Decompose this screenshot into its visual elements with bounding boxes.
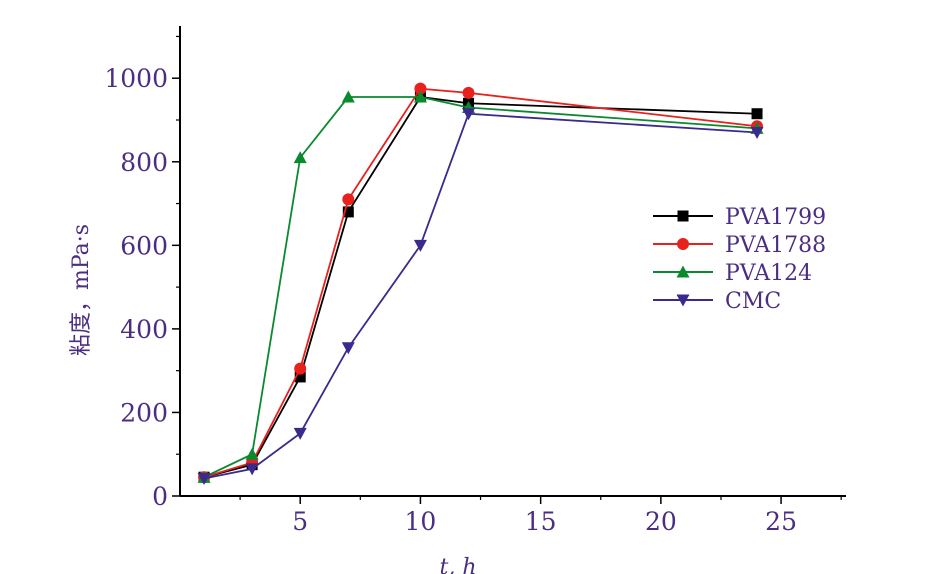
data-point [294, 362, 307, 375]
data-point [414, 82, 427, 95]
data-point [245, 447, 259, 460]
x-tick-label: 5 [292, 507, 308, 536]
data-point [750, 127, 764, 140]
series-line [203, 96, 758, 479]
x-tick-label: 10 [405, 507, 437, 536]
series-line [203, 87, 758, 479]
data-point [341, 342, 355, 355]
data-point [197, 472, 211, 485]
legend-marker [676, 294, 690, 307]
y-tick-label: 1000 [104, 64, 168, 93]
data-point [245, 463, 259, 476]
series-cmc [197, 108, 764, 485]
x-tick-label: 15 [525, 507, 557, 536]
y-tick-label: 0 [152, 482, 168, 511]
y-tick-label: 200 [120, 398, 168, 427]
series-line [203, 96, 758, 479]
y-tick-label: 800 [120, 148, 168, 177]
ticks: 0 200 400 600 800 1000 5 10 15 20 25 [104, 35, 842, 536]
legend-label: PVA1788 [725, 233, 826, 258]
legend-label: PVA1799 [725, 205, 826, 230]
axes [179, 26, 846, 497]
data-point [341, 90, 355, 103]
legend-marker [676, 265, 690, 278]
data-point [293, 151, 307, 164]
y-axis-title: 粘度，mPa·s [69, 224, 94, 356]
data-point [462, 108, 476, 121]
data-point [293, 427, 307, 440]
data-point [751, 108, 763, 120]
legend-item: PVA1788 [653, 233, 826, 258]
legend: PVA1799 PVA1788 PVA124 CMC [653, 205, 826, 314]
series-pva124 [197, 90, 764, 483]
legend-item: CMC [653, 289, 781, 314]
series-line [203, 112, 758, 480]
x-tick-label: 25 [765, 507, 797, 536]
legend-item: PVA1799 [653, 205, 826, 230]
x-axis-title: t, h [440, 555, 477, 574]
legend-marker [677, 210, 689, 222]
series-pva1788 [198, 82, 764, 484]
legend-label: CMC [725, 289, 781, 314]
legend-item: PVA124 [653, 261, 812, 286]
data-point [294, 371, 306, 383]
series-layer [197, 82, 764, 485]
series-pva1799 [198, 91, 763, 483]
data-point [342, 206, 354, 218]
data-point [462, 86, 475, 99]
legend-label: PVA124 [725, 261, 812, 286]
y-tick-label: 400 [120, 315, 168, 344]
data-point [413, 90, 427, 103]
y-tick-label: 600 [120, 231, 168, 260]
data-point [413, 239, 427, 252]
legend-marker [677, 238, 689, 250]
x-tick-label: 20 [645, 507, 677, 536]
data-point [342, 193, 355, 206]
